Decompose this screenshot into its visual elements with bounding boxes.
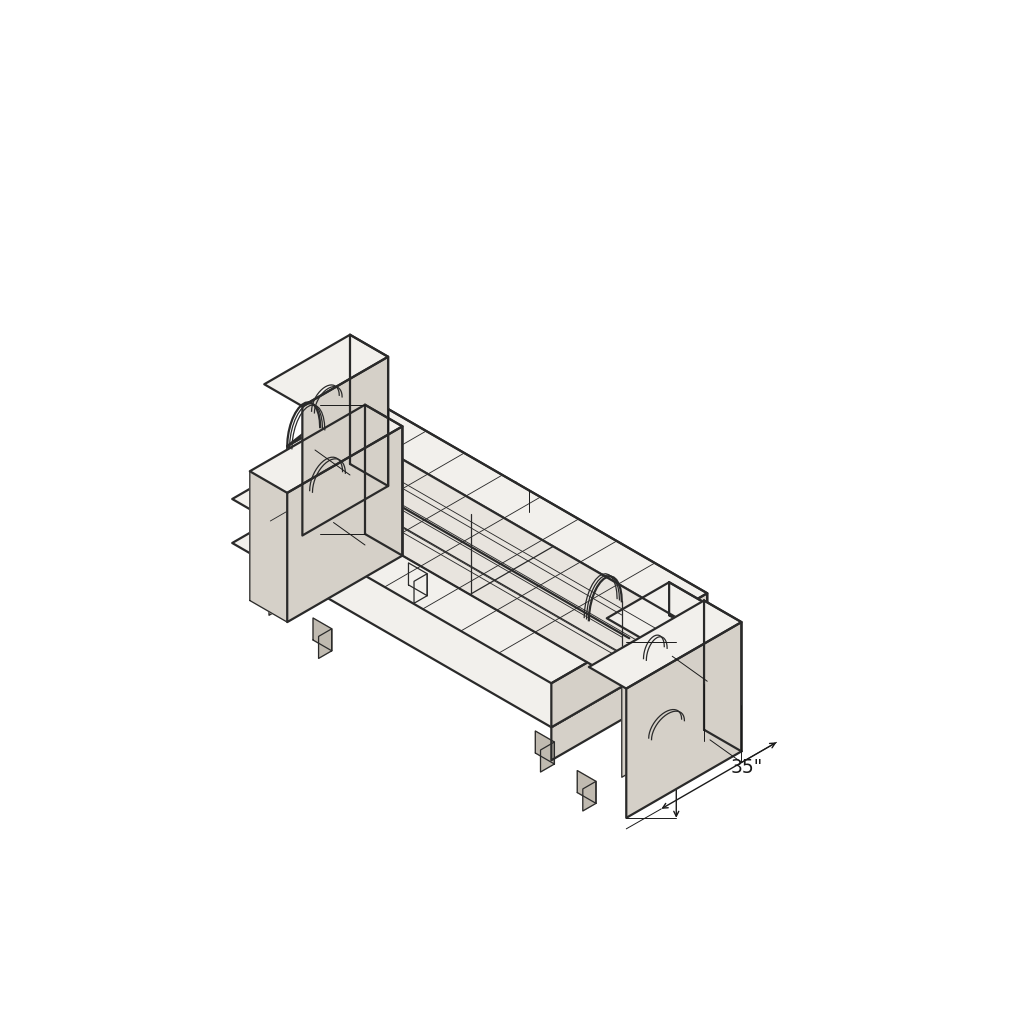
Polygon shape: [578, 770, 596, 804]
Polygon shape: [232, 453, 708, 727]
Polygon shape: [607, 583, 708, 640]
Polygon shape: [404, 507, 418, 538]
Polygon shape: [671, 653, 689, 686]
Polygon shape: [551, 637, 708, 760]
Polygon shape: [287, 427, 622, 621]
Polygon shape: [232, 409, 708, 683]
Polygon shape: [583, 781, 596, 811]
Polygon shape: [264, 335, 388, 407]
Polygon shape: [551, 593, 708, 727]
Polygon shape: [673, 716, 691, 749]
Polygon shape: [250, 471, 287, 623]
Polygon shape: [399, 497, 418, 529]
Polygon shape: [402, 460, 705, 730]
Polygon shape: [676, 664, 689, 694]
Text: 75": 75": [498, 565, 529, 584]
Polygon shape: [402, 526, 705, 730]
Polygon shape: [669, 583, 708, 637]
Text: 23.5": 23.5": [264, 460, 314, 479]
Polygon shape: [350, 335, 388, 486]
Polygon shape: [287, 378, 374, 446]
Polygon shape: [264, 574, 283, 607]
Polygon shape: [269, 586, 283, 615]
Polygon shape: [250, 404, 402, 493]
Polygon shape: [321, 427, 622, 681]
Polygon shape: [313, 618, 332, 651]
Polygon shape: [287, 446, 589, 700]
Polygon shape: [622, 634, 705, 777]
Polygon shape: [388, 453, 708, 671]
Polygon shape: [409, 563, 427, 596]
Polygon shape: [589, 600, 741, 688]
Polygon shape: [318, 629, 332, 658]
Polygon shape: [536, 731, 554, 764]
Polygon shape: [541, 742, 554, 772]
Polygon shape: [414, 573, 427, 603]
Polygon shape: [627, 623, 741, 818]
Polygon shape: [287, 426, 402, 623]
Polygon shape: [645, 604, 708, 673]
Text: 35": 35": [731, 758, 763, 777]
Polygon shape: [321, 460, 705, 681]
Polygon shape: [388, 409, 708, 637]
Polygon shape: [678, 726, 691, 756]
Polygon shape: [705, 600, 741, 752]
Text: 18.5": 18.5": [468, 479, 518, 499]
Polygon shape: [365, 404, 402, 556]
Text: 32": 32": [682, 720, 715, 739]
Text: 17.5": 17.5": [561, 582, 611, 601]
Text: 80.5": 80.5": [497, 598, 547, 617]
Text: 8": 8": [713, 651, 733, 671]
Text: 22.5": 22.5": [330, 422, 380, 441]
Polygon shape: [302, 356, 388, 536]
